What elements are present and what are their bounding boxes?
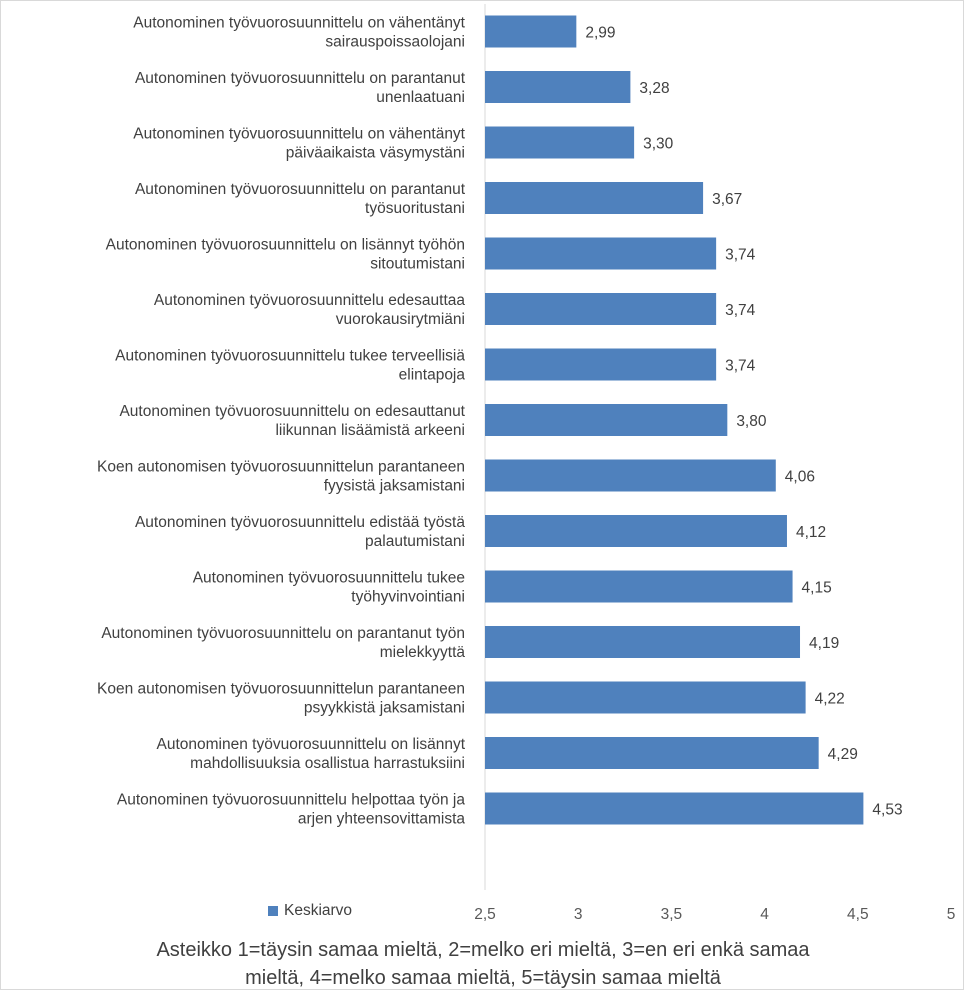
value-label: 3,67 [712,191,742,208]
category-label: Autonominen työvuorosuunnittelu tukee te… [115,348,465,384]
category-label-line: mahdollisuuksia osallistua harrastuksiin… [190,755,465,772]
value-label: 4,22 [815,691,845,708]
category-label: Autonominen työvuorosuunnittelu on vähen… [133,126,465,162]
category-label-line: Autonominen työvuorosuunnittelu tukee te… [115,348,465,365]
bar [485,348,717,381]
category-label-line: Autonominen työvuorosuunnittelu on paran… [101,625,465,642]
category-label-line: fyysistä jaksamistani [324,478,465,495]
legend-swatch [268,906,278,916]
category-label-line: Autonominen työvuorosuunnittelu edistää … [135,514,465,531]
category-label: Autonominen työvuorosuunnittelu on paran… [135,70,466,106]
value-label: 4,12 [796,524,826,541]
legend: Keskiarvo [268,902,352,920]
bar [485,404,728,436]
x-tick-label: 3 [574,906,583,923]
category-label-line: Koen autonomisen työvuorosuunnittelun pa… [97,459,465,476]
category-label-line: työsuoritustani [365,200,465,217]
category-label-line: Autonominen työvuorosuunnittelu tukee [193,570,465,587]
category-label: Koen autonomisen työvuorosuunnittelun pa… [97,681,465,717]
category-label-line: Autonominen työvuorosuunnittelu edesautt… [154,292,465,309]
category-label: Autonominen työvuorosuunnittelu on edesa… [119,403,465,439]
value-label: 3,74 [725,302,756,319]
category-label-line: Autonominen työvuorosuunnittelu helpotta… [117,792,466,809]
bar [485,293,717,325]
value-label: 4,29 [828,746,858,763]
category-label: Autonominen työvuorosuunnittelu helpotta… [117,792,466,828]
value-label: 3,74 [725,358,756,375]
bar [485,182,704,214]
bar [485,126,635,159]
category-label-line: Autonominen työvuorosuunnittelu on paran… [135,181,466,198]
category-label: Koen autonomisen työvuorosuunnittelun pa… [97,459,465,495]
bar [485,737,819,769]
caption-line-1: Asteikko 1=täysin samaa mieltä, 2=melko … [156,939,810,961]
category-label: Autonominen työvuorosuunnittelu tukee työ… [193,570,465,606]
category-label-line: Autonominen työvuorosuunnittelu on lisän… [106,237,465,254]
category-label-line: arjen yhteensovittamista [298,811,466,828]
value-label: 4,15 [802,580,832,597]
category-label-line: Autonominen työvuorosuunnittelu on edesa… [119,403,465,420]
x-tick-label: 5 [947,906,956,923]
category-label-line: liikunnan lisäämistä arkeeni [275,422,465,439]
x-tick-label: 2,5 [474,906,496,923]
bar [485,71,631,103]
category-label-line: työhyvinvointiani [351,589,465,606]
category-label: Autonominen työvuorosuunnittelu edesautt… [154,292,465,328]
bar [485,515,787,547]
bar [485,626,801,658]
value-label: 3,80 [736,413,767,430]
category-label-line: Autonominen työvuorosuunnittelu on vähen… [133,15,465,32]
scale-caption: Asteikko 1=täysin samaa mieltä, 2=melko … [0,936,966,992]
value-label: 3,28 [639,80,669,97]
value-label: 4,06 [785,469,815,486]
category-label-line: palautumistani [365,533,465,550]
bar [485,681,806,714]
category-label-line: Koen autonomisen työvuorosuunnittelun pa… [97,681,465,698]
category-label-line: elintapoja [399,367,466,384]
legend-label: Keskiarvo [284,902,353,919]
value-label: 4,53 [872,802,902,819]
category-label-line: Autonominen työvuorosuunnittelu on paran… [135,70,466,87]
bar [485,237,717,270]
category-label: Autonominen työvuorosuunnittelu on vähen… [133,15,465,51]
bar [485,792,864,825]
category-label: Autonominen työvuorosuunnittelu on lisän… [106,237,465,273]
category-label-line: Autonominen työvuorosuunnittelu on lisän… [157,736,466,753]
category-label: Autonominen työvuorosuunnittelu on paran… [101,625,465,661]
caption-line-2: mieltä, 4=melko samaa mieltä, 5=täysin s… [245,967,721,989]
category-label-line: Autonominen työvuorosuunnittelu on vähen… [133,126,465,143]
category-label: Autonominen työvuorosuunnittelu on lisän… [157,736,466,772]
x-tick-label: 4,5 [847,906,869,923]
x-tick-label: 4 [760,906,769,923]
bar [485,570,793,603]
category-label-line: sitoutumistani [370,256,465,273]
bar-chart: Autonominen työvuorosuunnittelu on vähen… [97,4,956,923]
value-label: 3,30 [643,136,674,153]
value-label: 2,99 [585,25,615,42]
value-label: 3,74 [725,247,756,264]
category-label-line: mielekkyyttä [380,644,466,661]
category-label-line: psyykkistä jaksamistani [304,700,465,717]
bar [485,459,776,492]
category-label: Autonominen työvuorosuunnittelu on paran… [135,181,466,217]
category-label-line: sairauspoissaolojani [325,34,465,51]
category-label-line: unenlaatuani [376,89,465,106]
value-label: 4,19 [809,635,839,652]
x-tick-label: 3,5 [661,906,683,923]
category-label-line: vuorokausirytmiäni [336,311,465,328]
category-label-line: päiväaikaista väsymystäni [286,145,465,162]
category-label: Autonominen työvuorosuunnittelu edistää … [135,514,465,550]
bar [485,15,577,48]
